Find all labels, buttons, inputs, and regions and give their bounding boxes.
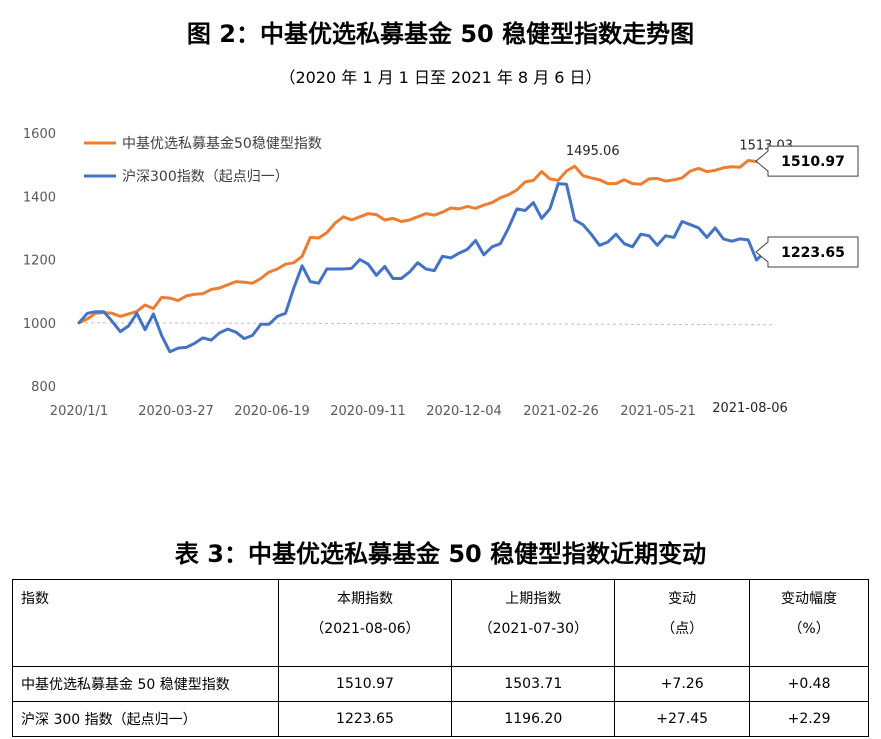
header-cell: 指数 bbox=[12, 579, 279, 667]
x-tick-label: 2020-06-19 bbox=[234, 404, 310, 419]
table-cell: 1503.71 bbox=[451, 666, 616, 702]
x-tick-label: 2021-05-21 bbox=[620, 404, 696, 419]
table-cell: +2.29 bbox=[749, 701, 869, 737]
callout-label: 1223.65 bbox=[781, 245, 845, 261]
table-cell: +0.48 bbox=[749, 666, 869, 702]
callout-box bbox=[755, 236, 859, 268]
series-line-1 bbox=[77, 182, 767, 354]
x-tick-label: 2020-03-27 bbox=[138, 404, 214, 419]
table-row: 沪深 300 指数（起点归一） 1223.65 1196.20 +27.45 +… bbox=[12, 701, 869, 737]
x-tick-label: 2020-12-04 bbox=[426, 404, 502, 419]
index-change-table: 指数 本期指数 （2021-08-06） 上期指数 （2021-07-30） 变动（… bbox=[12, 579, 869, 737]
y-tick-label: 1400 bbox=[23, 190, 56, 205]
x-tick-label: 2021-02-26 bbox=[523, 404, 599, 419]
series-line-0 bbox=[77, 159, 775, 325]
y-tick-label: 800 bbox=[31, 380, 56, 395]
header-cell: 变动 （点） bbox=[614, 579, 751, 667]
table-cell: 中基优选私募基金 50 稳健型指数 bbox=[12, 666, 279, 702]
callout-box bbox=[755, 145, 859, 177]
x-tick-label: 2020/1/1 bbox=[50, 404, 108, 419]
y-tick-label: 1000 bbox=[23, 317, 56, 332]
table-header-row: 指数 本期指数 （2021-08-06） 上期指数 （2021-07-30） 变动（… bbox=[12, 579, 869, 667]
table-cell: 1196.20 bbox=[451, 701, 616, 737]
header-cell: 上期指数 （2021-07-30） bbox=[451, 579, 616, 667]
header-cell: 本期指数 （2021-08-06） bbox=[277, 579, 453, 667]
x-tick-label: 2021-08-06 bbox=[712, 401, 788, 416]
table-title: 表 3：中基优选私募基金 50 稳健型指数近期变动 bbox=[174, 540, 707, 568]
reference-line bbox=[78, 322, 776, 326]
y-tick-label: 1600 bbox=[23, 127, 56, 142]
y-tick-label: 1200 bbox=[23, 254, 56, 269]
legend-entry: 中基优选私募基金50稳健型指数 bbox=[122, 135, 322, 152]
data-label: 1495.06 bbox=[566, 144, 620, 159]
figure-title: 图 2：中基优选私募基金 50 稳健型指数走势图 bbox=[186, 20, 695, 48]
table-cell: 1510.97 bbox=[277, 666, 453, 702]
table-cell: 沪深 300 指数（起点归一） bbox=[12, 701, 279, 737]
figure-subtitle: （2020 年 1 月 1 日至 2021 年 8 月 6 日） bbox=[279, 68, 602, 87]
table-cell: 1223.65 bbox=[277, 701, 453, 737]
callout-label: 1510.97 bbox=[781, 154, 845, 170]
line-chart: 800 1000 1200 1400 1600 2020/1/1 2020-03-27 202… bbox=[23, 127, 859, 419]
table-cell: +7.26 bbox=[614, 666, 751, 702]
table-row: 中基优选私募基金 50 稳健型指数 1510.97 1503.71 +7.26 … bbox=[12, 666, 869, 702]
legend-entry: 沪深300指数（起点归一） bbox=[122, 168, 289, 185]
x-tick-label: 2020-09-11 bbox=[330, 404, 406, 419]
header-cell: 变动幅度 （%） bbox=[749, 579, 869, 667]
table-cell: +27.45 bbox=[614, 701, 751, 737]
